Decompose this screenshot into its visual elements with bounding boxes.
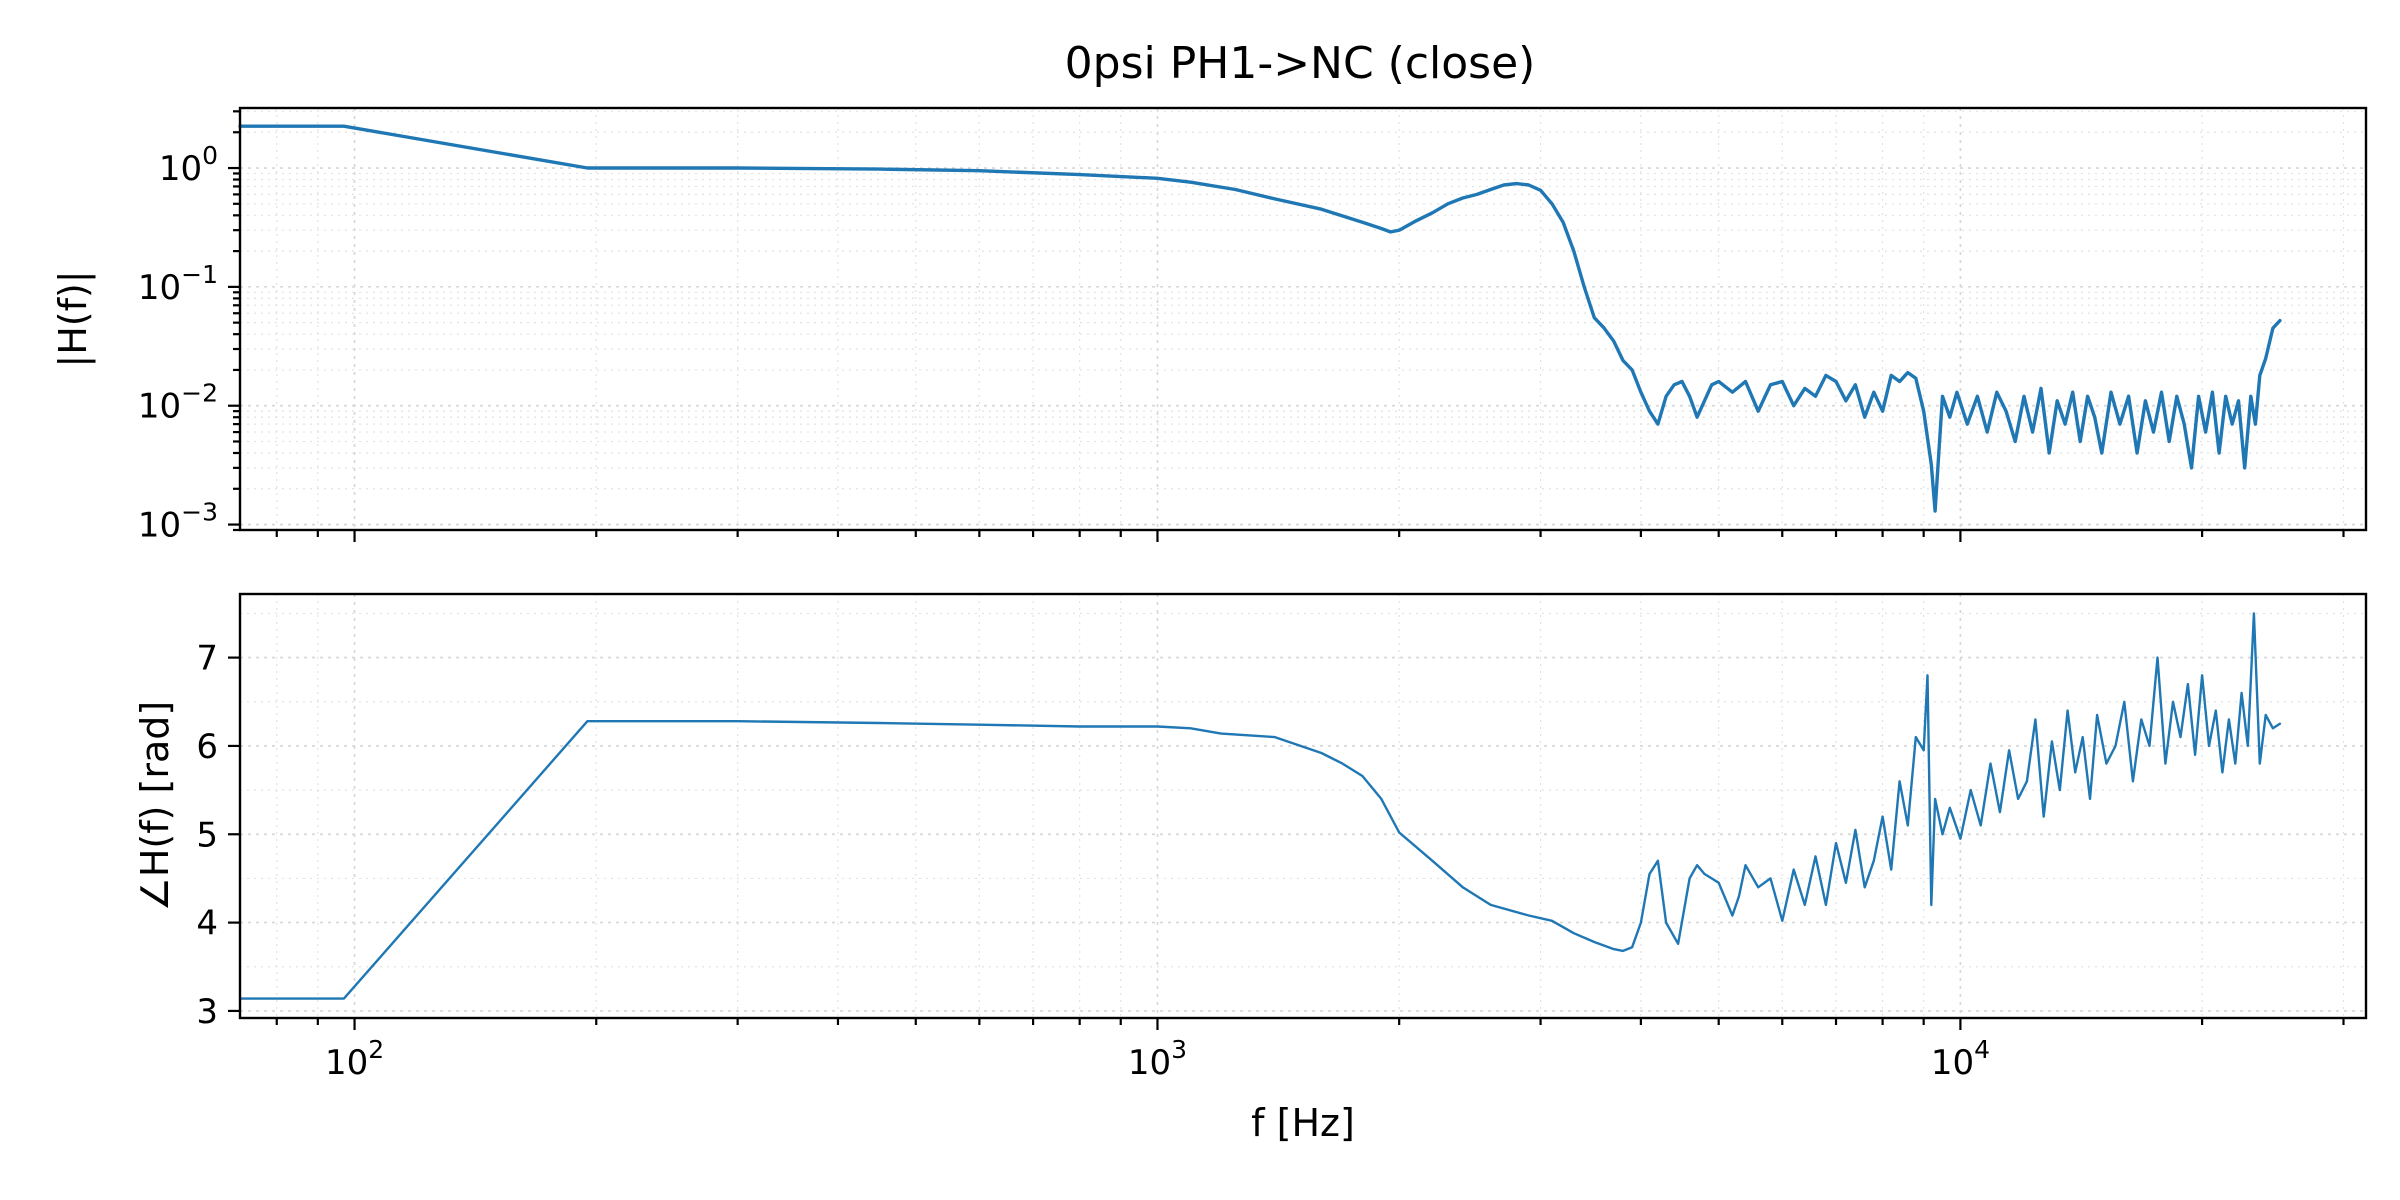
y-tick-base: 10 — [138, 387, 181, 427]
y-tick-exponent: −1 — [181, 260, 218, 289]
x-tick-base: 10 — [1128, 1043, 1171, 1083]
x-tick-base: 10 — [1931, 1043, 1974, 1083]
x-tick-label: 103 — [1128, 1035, 1187, 1083]
phase-series — [238, 612, 2282, 1000]
y-tick-label: 10−3 — [138, 498, 218, 546]
x-tick-label: 104 — [1931, 1035, 1990, 1083]
series-line — [238, 124, 2282, 513]
x-tick-exponent: 4 — [1974, 1035, 1990, 1064]
x-tick-exponent: 3 — [1171, 1035, 1187, 1064]
phase-axes-frame — [238, 592, 2368, 1020]
y-tick-label: 10−2 — [138, 379, 218, 427]
y-tick-label: 4 — [196, 904, 218, 944]
x-tick-base: 10 — [325, 1043, 368, 1083]
y-tick-base: 10 — [159, 149, 202, 189]
magnitude-grid — [240, 108, 2366, 531]
chart-title: 0psi PH1->NC (close) — [1065, 38, 1536, 89]
y-tick-exponent: −3 — [181, 498, 218, 527]
magnitude-series — [238, 124, 2282, 513]
phase-grid — [240, 594, 2366, 1018]
phase-x-axis-label: f [Hz] — [1251, 1101, 1355, 1145]
magnitude-y-axis-label: |H(f)| — [51, 270, 96, 367]
y-tick-label: 10−1 — [138, 260, 218, 308]
x-tick-label: 102 — [325, 1035, 384, 1083]
x-tick-exponent: 2 — [368, 1035, 384, 1064]
series-line — [238, 612, 2282, 1000]
y-tick-base: 10 — [138, 506, 181, 546]
magnitude-axes-frame — [238, 106, 2368, 532]
y-tick-exponent: −2 — [181, 379, 218, 408]
y-tick-label: 6 — [196, 727, 218, 767]
y-tick-label: 100 — [159, 141, 218, 189]
y-tick-base: 10 — [138, 268, 181, 308]
y-tick-label: 5 — [196, 815, 218, 855]
y-tick-label: 7 — [196, 639, 218, 679]
phase-y-axis-label: ∠H(f) [rad] — [133, 701, 177, 911]
y-tick-exponent: 0 — [202, 141, 218, 170]
y-tick-label: 3 — [196, 992, 218, 1032]
